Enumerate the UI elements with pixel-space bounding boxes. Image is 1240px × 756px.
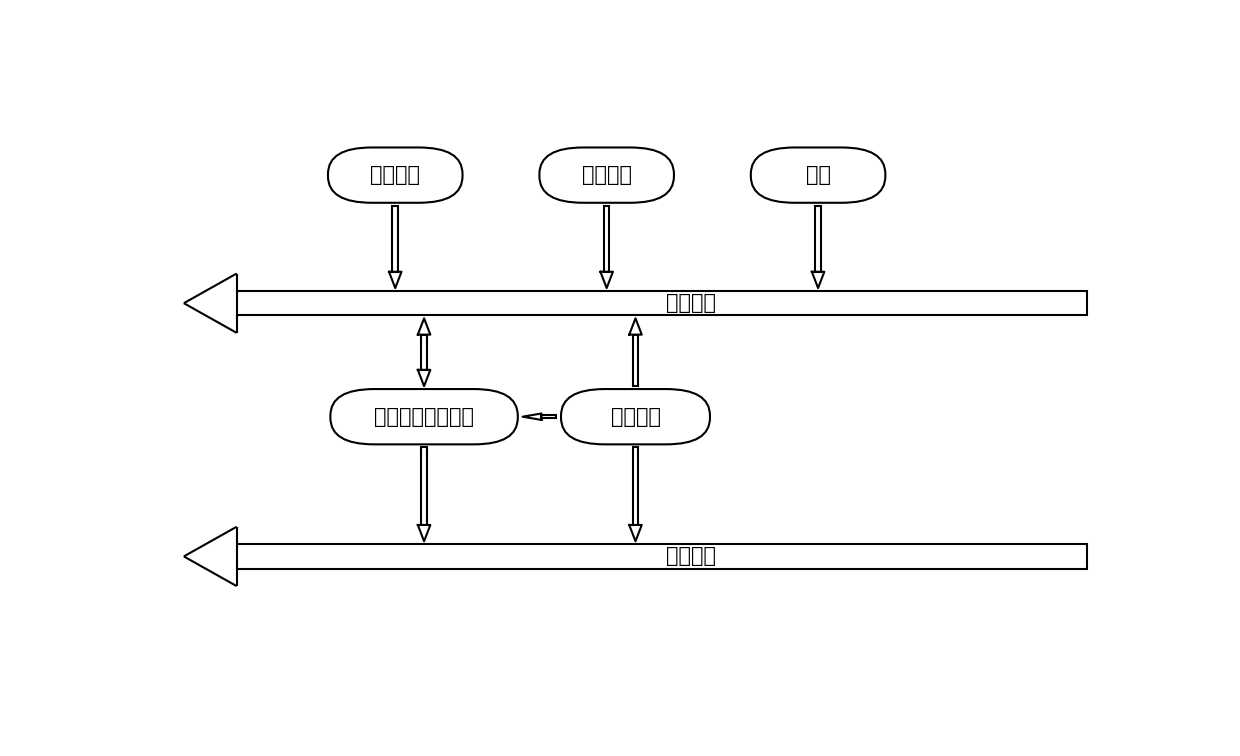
Text: 风电: 风电 [806, 165, 831, 185]
Text: 热电机组: 热电机组 [610, 407, 661, 426]
Bar [815, 206, 821, 271]
Bar [237, 544, 1087, 569]
Bar [604, 206, 610, 271]
Text: 电力负荷: 电力负荷 [666, 293, 715, 313]
FancyBboxPatch shape [539, 147, 675, 203]
FancyBboxPatch shape [330, 389, 518, 445]
Text: 储能（热，水等）: 储能（热，水等） [374, 407, 474, 426]
Bar [632, 448, 639, 525]
Text: 纯凝机组: 纯凝机组 [582, 165, 631, 185]
Bar [392, 206, 398, 271]
Bar [632, 335, 639, 386]
Bar [237, 291, 1087, 315]
FancyBboxPatch shape [750, 147, 885, 203]
Bar [422, 448, 427, 525]
FancyBboxPatch shape [327, 147, 463, 203]
FancyBboxPatch shape [560, 389, 711, 445]
Bar [422, 335, 427, 370]
Text: 热力负荷: 热力负荷 [666, 547, 715, 566]
Text: 核电机组: 核电机组 [371, 165, 420, 185]
Bar [542, 415, 557, 418]
